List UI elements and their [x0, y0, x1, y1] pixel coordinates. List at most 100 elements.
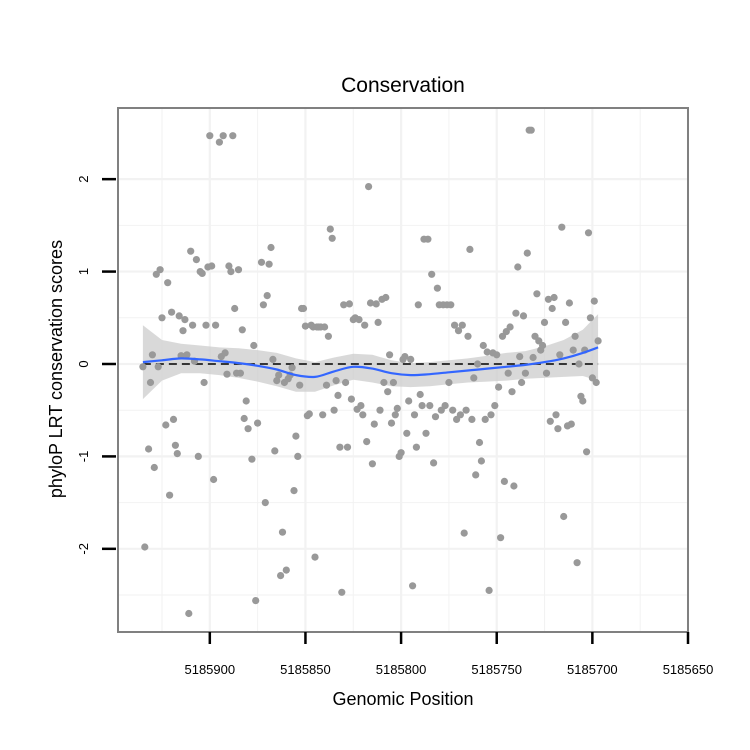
y-tick-label: 2: [76, 176, 91, 183]
data-point: [519, 312, 528, 320]
data-point: [229, 132, 237, 140]
data-point: [299, 304, 308, 313]
data-point: [495, 383, 503, 391]
data-point: [594, 337, 602, 345]
x-tick-label: 5185800: [376, 662, 427, 677]
data-point: [573, 559, 581, 567]
data-point: [412, 443, 420, 451]
data-point: [328, 234, 336, 242]
data-point: [269, 355, 277, 363]
data-point: [277, 572, 285, 580]
y-tick-label: 0: [76, 360, 91, 367]
data-point: [219, 132, 227, 140]
data-point: [418, 402, 426, 410]
data-point: [265, 260, 273, 268]
y-tick-label: -2: [76, 543, 91, 555]
data-point: [192, 256, 200, 264]
data-point: [139, 363, 147, 371]
data-point: [554, 425, 562, 433]
data-point: [475, 438, 484, 447]
data-point: [202, 321, 210, 329]
data-point: [156, 266, 164, 274]
data-point: [162, 421, 170, 429]
data-point: [462, 406, 470, 414]
data-point: [506, 323, 514, 331]
data-point: [332, 377, 340, 385]
smooth-line: [142, 346, 599, 379]
data-point: [409, 582, 417, 590]
data-point: [542, 369, 551, 377]
data-point: [311, 553, 319, 561]
data-point: [322, 381, 331, 389]
data-point: [305, 410, 313, 418]
data-point: [324, 332, 332, 340]
data-point: [428, 270, 436, 278]
data-point: [342, 378, 350, 387]
data-point: [338, 588, 346, 596]
data-point: [410, 411, 419, 419]
data-point: [523, 249, 531, 257]
data-point: [458, 321, 466, 329]
data-point: [405, 397, 413, 405]
data-point: [571, 332, 579, 340]
data-point: [592, 378, 600, 387]
data-point: [556, 351, 564, 359]
data-point: [540, 318, 549, 326]
data-point: [558, 223, 566, 231]
data-point: [491, 402, 499, 410]
data-point: [456, 411, 464, 419]
data-point: [474, 360, 482, 368]
data-point: [145, 445, 153, 453]
confidence-band: [142, 314, 599, 400]
data-point: [382, 293, 390, 302]
data-point: [569, 346, 577, 354]
y-axis-title: phyloP LRT conservation scores: [46, 240, 66, 498]
data-point: [187, 247, 195, 255]
data-point: [374, 318, 382, 326]
data-point: [454, 327, 463, 335]
data-point: [403, 429, 411, 437]
data-point: [512, 309, 520, 317]
data-point: [552, 411, 560, 419]
data-point: [231, 304, 239, 313]
data-point: [288, 364, 296, 372]
data-point: [250, 341, 258, 350]
data-point: [521, 369, 530, 377]
data-point: [257, 258, 266, 266]
data-point: [466, 245, 474, 253]
data-point: [451, 321, 459, 329]
data-point: [514, 263, 522, 271]
data-point: [539, 341, 547, 350]
data-point: [422, 429, 430, 437]
data-point: [168, 308, 176, 316]
data-point: [248, 455, 256, 463]
data-point: [447, 301, 455, 309]
data-point: [194, 452, 202, 460]
data-point: [389, 378, 397, 387]
data-point: [169, 415, 178, 423]
data-point: [493, 351, 501, 359]
data-point: [150, 463, 158, 472]
data-point: [234, 266, 243, 274]
data-point: [238, 326, 246, 334]
data-point: [533, 290, 541, 298]
data-point: [223, 370, 231, 378]
data-point: [278, 528, 287, 536]
data-point: [363, 438, 371, 446]
data-point: [416, 390, 424, 399]
data-point: [330, 406, 338, 414]
data-point: [481, 415, 489, 423]
data-point: [319, 411, 327, 419]
data-point: [407, 355, 415, 363]
data-point: [372, 300, 380, 308]
data-point: [171, 441, 179, 449]
data-point: [586, 314, 595, 322]
data-point: [380, 378, 388, 387]
x-tick-label: 5185900: [184, 662, 235, 677]
data-point: [387, 419, 396, 427]
panel-border: [117, 107, 689, 633]
data-point: [376, 406, 384, 414]
data-point: [292, 432, 300, 440]
data-point: [263, 292, 271, 300]
chart-title: Conservation: [341, 74, 465, 97]
